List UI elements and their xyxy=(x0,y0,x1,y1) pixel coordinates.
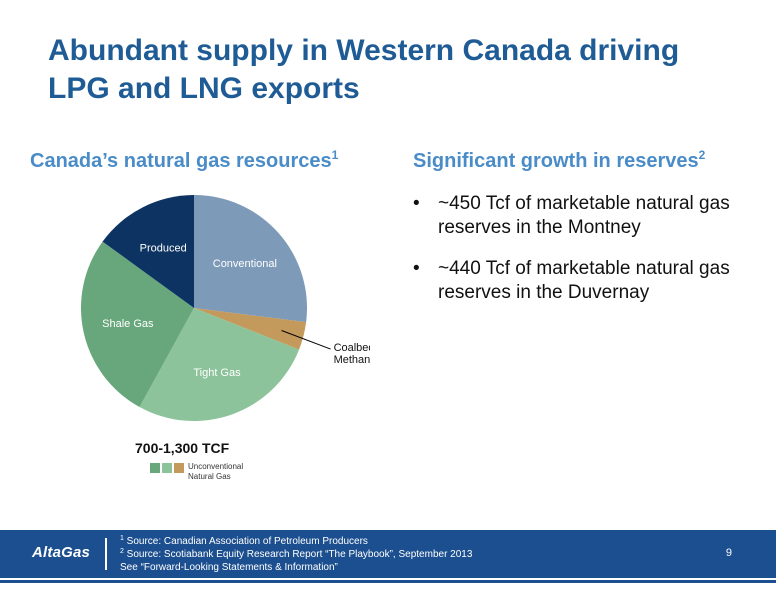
resources-pie-chart: Conventional CoalbedMethane Tight Gas Shale… xyxy=(80,195,370,421)
legend-label: Unconventional Natural Gas xyxy=(188,462,244,481)
chart-heading-footnote: 1 xyxy=(331,148,339,162)
bullet-text: ~440 Tcf of marketable natural gas reser… xyxy=(438,258,730,303)
source-1-footnote: 1 xyxy=(120,535,124,542)
bullet-text: ~450 Tcf of marketable natural gas reser… xyxy=(438,193,730,238)
altagas-logo: AltaGas xyxy=(32,544,91,561)
pie-slice-tight-gas xyxy=(139,308,300,421)
footer-divider xyxy=(105,538,107,570)
reserves-bullet-list: • ~450 Tcf of marketable natural gas res… xyxy=(413,192,753,322)
legend-swatch-tight xyxy=(162,463,172,473)
slide-title-line-1: Abundant supply in Western Canada drivin… xyxy=(48,34,680,67)
legend-swatches xyxy=(150,463,184,473)
source-line-1: 1 Source: Canadian Association of Petrol… xyxy=(120,535,472,548)
pie-leader-line xyxy=(281,330,331,350)
source-line-2: 2 Source: Scotiabank Equity Research Rep… xyxy=(120,548,472,561)
source-1-text: Source: Canadian Association of Petroleu… xyxy=(123,536,368,547)
reserves-heading-footnote: 2 xyxy=(698,148,706,162)
footer-bar: AltaGas 1 Source: Canadian Association o… xyxy=(0,530,776,578)
pie-label-tight-gas: Tight Gas xyxy=(193,367,241,379)
page-number: 9 xyxy=(725,547,732,559)
pie-slice-coalbed-methane xyxy=(194,308,307,350)
bullet-item: • ~440 Tcf of marketable natural gas res… xyxy=(413,257,753,305)
legend-swatch-coalbed xyxy=(174,463,184,473)
pie-label-conventional: Conventional xyxy=(213,258,277,270)
pie-label-coalbed-methane: CoalbedMethane xyxy=(334,342,370,366)
pie-slice-conventional xyxy=(194,195,308,323)
legend-swatch-shale xyxy=(150,463,160,473)
bullet-glyph: • xyxy=(413,258,420,279)
bottom-rule xyxy=(0,580,776,583)
forward-looking-note: See “Forward-Looking Statements & Inform… xyxy=(120,562,338,573)
source-2-footnote: 2 xyxy=(120,548,124,555)
pie-slice-produced xyxy=(102,195,194,308)
pie-label-shale-gas: Shale Gas xyxy=(102,318,154,330)
slide-title-line-2: LPG and LNG exports xyxy=(48,72,360,105)
reserves-heading-text: Significant growth in reserves xyxy=(413,150,699,172)
reserves-heading: Significant growth in reserves2 xyxy=(413,148,706,173)
pie-label-produced: Produced xyxy=(140,243,187,255)
slide-title: Abundant supply in Western Canada drivin… xyxy=(48,32,748,108)
chart-heading: Canada’s natural gas resources1 xyxy=(30,148,339,173)
pie-slice-shale-gas xyxy=(80,241,194,408)
bullet-item: • ~450 Tcf of marketable natural gas res… xyxy=(413,192,753,240)
pie-total-label: 700-1,300 TCF xyxy=(135,440,230,456)
chart-heading-text: Canada’s natural gas resources xyxy=(30,150,332,172)
footer-sources: 1 Source: Canadian Association of Petrol… xyxy=(120,535,472,574)
bullet-glyph: • xyxy=(413,193,420,214)
source-2-text: Source: Scotiabank Equity Research Repor… xyxy=(123,549,473,560)
